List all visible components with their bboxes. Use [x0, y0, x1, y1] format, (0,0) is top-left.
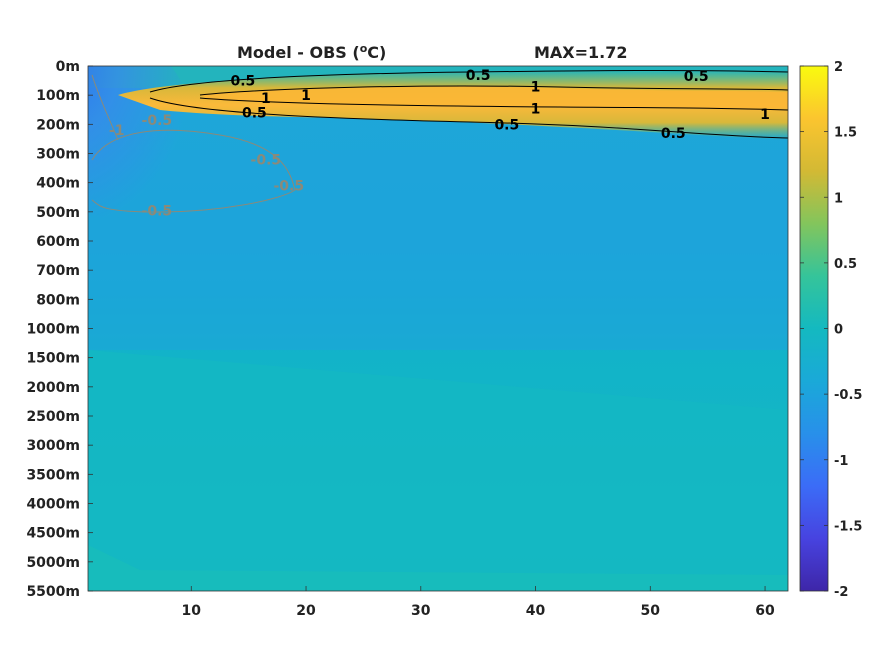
y-tick-label: 2500m	[26, 409, 80, 425]
contour-0.5-upper	[149, 70, 789, 93]
colorbar-ticks: 2 1.5 1 0.5 0 -0.5 -1 -1.5 -2	[800, 60, 862, 600]
y-tick-label: 300m	[36, 147, 80, 163]
contour-label: -0.5	[142, 113, 173, 129]
contour-label: 1	[760, 107, 770, 123]
contour-label: 1	[531, 79, 541, 95]
y-tick-label: 0m	[56, 59, 80, 75]
y-tick-label: 1000m	[26, 322, 80, 338]
x-tick-label: 20	[296, 603, 316, 619]
title-superscript: o	[360, 42, 368, 55]
contour-label: 0.5	[494, 117, 519, 133]
chart-title: Model - OBS (oC)	[237, 42, 386, 62]
contour-label: 0.5	[466, 68, 491, 84]
y-tick-label: 3500m	[26, 467, 80, 483]
colorbar-tick-label: -0.5	[834, 388, 862, 403]
contour-labels: 0.51 10.50.5110.50.510.5-0.5-1-0.5-0.5-0.…	[109, 68, 770, 220]
contour-label: -1	[109, 123, 125, 139]
y-tick-label: 600m	[36, 234, 80, 250]
title-end: C)	[367, 43, 386, 62]
y-tick-label: 5500m	[26, 584, 80, 600]
contour-label: 1	[531, 101, 541, 117]
contour-label: 0.5	[661, 126, 686, 142]
contour-label: -0.5	[251, 152, 282, 168]
y-tick-label: 700m	[36, 263, 80, 279]
y-tick-label: 400m	[36, 176, 80, 192]
deep-field	[88, 350, 788, 591]
title-main: Model - OBS (	[237, 43, 360, 62]
y-tick-label: 200m	[36, 117, 80, 133]
contour-1-upper	[199, 85, 789, 96]
colorbar-tick-label: -2	[834, 585, 848, 600]
y-tick-label: 5000m	[26, 555, 80, 571]
y-tick-label: 100m	[36, 88, 80, 104]
y-tick-label: 2000m	[26, 380, 80, 396]
x-tick-label: 10	[182, 603, 202, 619]
warm-core	[200, 86, 788, 109]
colorbar-tick-label: 1	[834, 191, 843, 206]
contour-label: 1	[261, 91, 271, 107]
y-tick-label: 1500m	[26, 351, 80, 367]
contour-neg-0.5	[91, 129, 296, 213]
x-tick-label: 30	[411, 603, 431, 619]
colorbar-gradient	[799, 65, 829, 592]
y-tick-label: 4000m	[26, 497, 80, 513]
y-tick-label: 500m	[36, 205, 80, 221]
contour-label: 0.5	[231, 74, 256, 90]
contour-label: 1	[301, 88, 311, 104]
colorbar: 2 1.5 1 0.5 0 -0.5 -1 -1.5 -2	[799, 60, 862, 600]
colorbar-tick-label: 0.5	[834, 257, 857, 272]
colorbar-tick-label: -1	[834, 454, 848, 469]
contour-label: 0.5	[684, 69, 709, 85]
contour-1-lower	[199, 97, 789, 111]
mid-depth-field	[88, 150, 788, 350]
contour-neg-1	[91, 74, 119, 141]
x-tick-label: 40	[526, 603, 546, 619]
y-axis: 0m 100m 200m 300m 400m 500m 600m 700m 800m 1000m 1…	[26, 59, 93, 600]
colorbar-tick-label: 2	[834, 60, 843, 75]
max-annotation: MAX=1.72	[534, 43, 628, 62]
colorbar-tick-label: 0	[834, 323, 843, 338]
y-tick-label: 800m	[36, 292, 80, 308]
y-tick-label: 3000m	[26, 438, 80, 454]
contour-label: 0.5	[242, 106, 267, 122]
contour-0.5-lower	[149, 97, 789, 139]
contour-label: -0.5	[274, 179, 305, 195]
x-tick-label: 60	[755, 603, 775, 619]
x-axis: 10 20 30 40 50 60	[182, 586, 775, 619]
contour-lines	[91, 70, 789, 213]
colorbar-tick-label: -1.5	[834, 519, 862, 534]
contour-label: -0.5	[142, 203, 173, 219]
colorbar-tick-label: 1.5	[834, 126, 857, 141]
x-tick-label: 50	[641, 603, 661, 619]
bottom-field	[88, 545, 788, 591]
y-tick-label: 4500m	[26, 526, 80, 542]
